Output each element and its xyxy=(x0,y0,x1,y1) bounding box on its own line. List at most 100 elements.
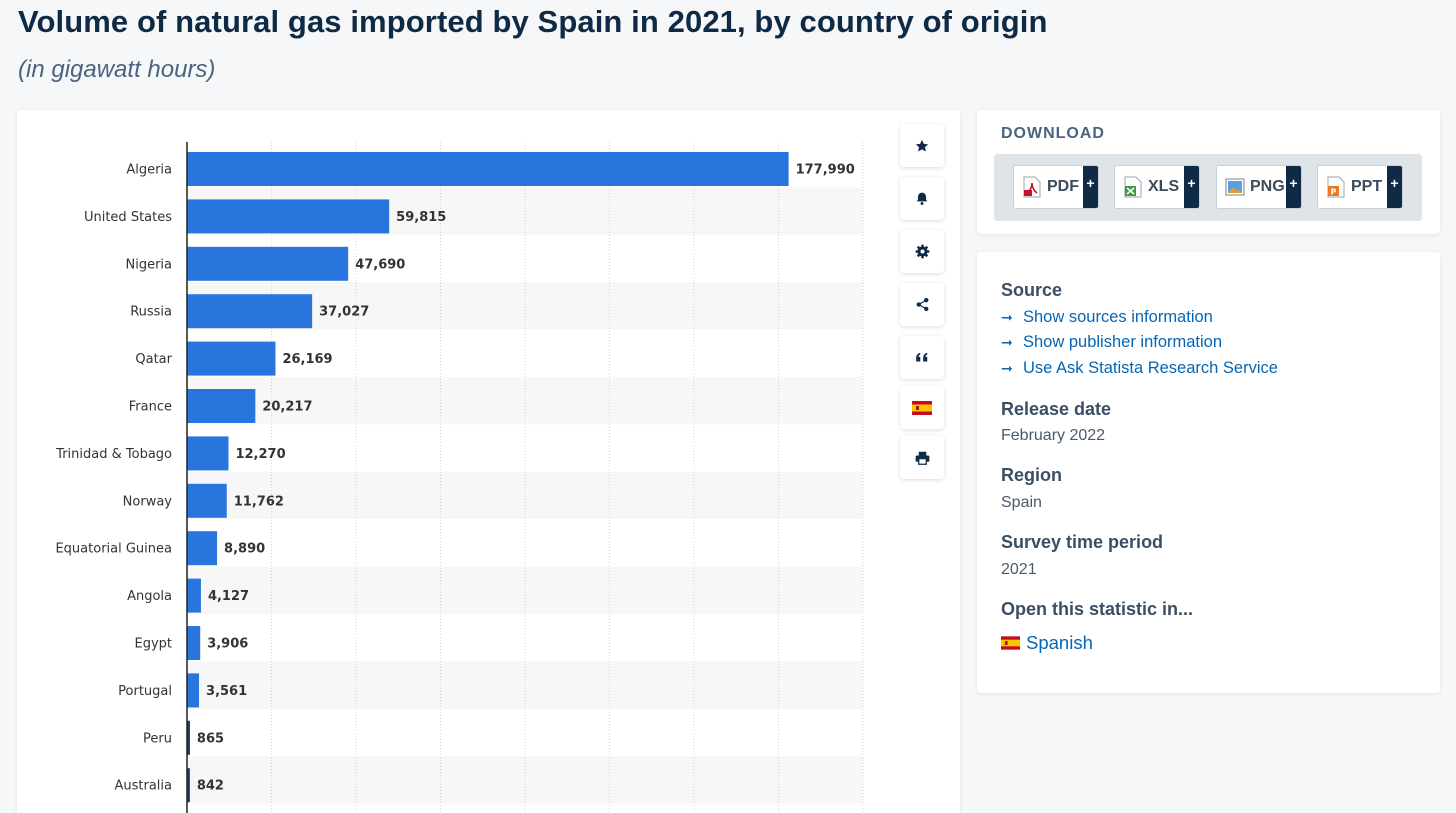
share-button[interactable] xyxy=(900,283,944,326)
bar xyxy=(187,483,227,518)
plus-icon: + xyxy=(1184,166,1199,208)
row-stripe xyxy=(187,566,863,614)
category-label: Qatar xyxy=(135,352,172,367)
value-label: 842 xyxy=(197,779,224,794)
bar xyxy=(187,246,349,281)
bar xyxy=(187,294,313,329)
download-pdf-label: PDF xyxy=(1047,178,1079,195)
arrow-right-icon: ➞ xyxy=(1001,334,1013,350)
source-heading: Source xyxy=(1001,280,1063,300)
star-icon xyxy=(915,139,929,152)
value-label: 865 xyxy=(197,731,224,746)
arrow-right-icon: ➞ xyxy=(1001,309,1013,325)
value-label: 12,270 xyxy=(235,447,285,462)
download-png-label: PNG xyxy=(1250,178,1285,195)
bar xyxy=(187,768,190,803)
bar xyxy=(187,152,789,186)
category-label: Norway xyxy=(123,494,173,509)
value-label: 20,217 xyxy=(262,400,312,415)
svg-text:P: P xyxy=(1331,188,1337,197)
spain-flag-icon xyxy=(912,400,932,415)
spanish-label: Spanish xyxy=(1026,632,1093,653)
png-file-icon xyxy=(1225,176,1245,198)
release-date-heading: Release date xyxy=(1001,399,1112,419)
download-png-button[interactable]: PNG + xyxy=(1216,165,1302,209)
quote-icon xyxy=(916,352,928,361)
share-icon xyxy=(916,297,928,312)
show-publisher-link[interactable]: ➞ Show publisher information xyxy=(1001,333,1222,352)
open-in-spanish-link[interactable]: Spanish xyxy=(1001,632,1093,654)
plus-icon: + xyxy=(1083,166,1098,208)
category-label: Angola xyxy=(127,589,172,604)
category-label: Equatorial Guinea xyxy=(55,542,172,557)
download-ppt-button[interactable]: P PPT + xyxy=(1317,165,1403,209)
download-pdf-button[interactable]: PDF + xyxy=(1013,165,1099,209)
open-statistic-heading: Open this statistic in... xyxy=(1001,599,1194,619)
statistic-info-panel: Source ➞ Show sources information ➞ Show p… xyxy=(977,252,1440,693)
release-date-value: February 2022 xyxy=(1001,427,1106,444)
value-label: 37,027 xyxy=(319,305,369,320)
bar-chart: 177,990 Algeria 59,815 United States 47,690 N… xyxy=(55,142,864,813)
category-label: Egypt xyxy=(134,637,172,652)
category-label: United States xyxy=(84,210,172,225)
bar xyxy=(187,341,276,376)
printer-icon xyxy=(915,451,929,465)
value-label: 177,990 xyxy=(796,163,855,178)
bar xyxy=(187,626,201,660)
region-value: Spain xyxy=(1001,494,1042,511)
row-stripe xyxy=(187,756,863,804)
category-label: Trinidad & Tobago xyxy=(55,447,172,462)
show-publisher-label: Show publisher information xyxy=(1023,333,1223,351)
page-title: Volume of natural gas imported by Spain … xyxy=(18,4,1048,39)
download-xls-label: XLS xyxy=(1148,178,1180,195)
ask-statista-link[interactable]: ➞ Use Ask Statista Research Service xyxy=(1001,359,1278,378)
bar xyxy=(187,720,190,755)
region-heading: Region xyxy=(1001,465,1062,485)
xls-file-icon xyxy=(1123,176,1143,198)
settings-button[interactable] xyxy=(900,230,944,273)
show-sources-link[interactable]: ➞ Show sources information xyxy=(1001,308,1213,327)
bell-icon xyxy=(916,192,928,205)
language-button[interactable] xyxy=(900,386,944,429)
value-label: 47,690 xyxy=(355,257,405,272)
notification-button[interactable] xyxy=(900,177,944,220)
show-sources-label: Show sources information xyxy=(1023,308,1213,326)
value-label: 3,906 xyxy=(207,637,248,652)
pdf-file-icon xyxy=(1022,176,1042,198)
gear-icon xyxy=(915,244,929,259)
bar xyxy=(187,578,201,613)
value-label: 8,890 xyxy=(224,542,265,557)
plus-icon: + xyxy=(1387,166,1402,208)
bar xyxy=(187,531,218,566)
category-label: Australia xyxy=(114,779,172,794)
value-label: 4,127 xyxy=(208,589,249,604)
category-label: Algeria xyxy=(126,163,172,178)
plus-icon: + xyxy=(1286,166,1301,208)
download-panel: DOWNLOAD PDF + XLS + PNG + P xyxy=(977,110,1440,234)
category-label: Peru xyxy=(143,731,172,746)
value-label: 3,561 xyxy=(206,684,247,699)
ask-statista-label: Use Ask Statista Research Service xyxy=(1023,359,1278,377)
download-ppt-label: PPT xyxy=(1351,178,1383,195)
bar xyxy=(187,199,390,234)
download-title: DOWNLOAD xyxy=(1001,125,1105,142)
ppt-file-icon: P xyxy=(1326,176,1346,198)
chart-card: 177,990 Algeria 59,815 United States 47,690 N… xyxy=(17,110,960,813)
print-button[interactable] xyxy=(900,436,944,479)
value-label: 59,815 xyxy=(396,210,446,225)
favorite-button[interactable] xyxy=(900,124,944,167)
cite-button[interactable] xyxy=(900,336,944,379)
download-xls-button[interactable]: XLS + xyxy=(1114,165,1200,209)
survey-period-value: 2021 xyxy=(1001,561,1037,578)
category-label: Russia xyxy=(130,305,172,320)
category-label: France xyxy=(129,400,172,415)
download-bar: PDF + XLS + PNG + P PPT + xyxy=(994,154,1422,221)
value-label: 26,169 xyxy=(282,352,332,367)
page-subtitle: (in gigawatt hours) xyxy=(18,56,216,83)
spain-flag-icon xyxy=(1001,636,1020,650)
bar xyxy=(187,436,229,471)
bar xyxy=(187,389,256,423)
category-label: Nigeria xyxy=(125,257,172,272)
arrow-right-icon: ➞ xyxy=(1001,360,1013,376)
survey-period-heading: Survey time period xyxy=(1001,532,1164,552)
